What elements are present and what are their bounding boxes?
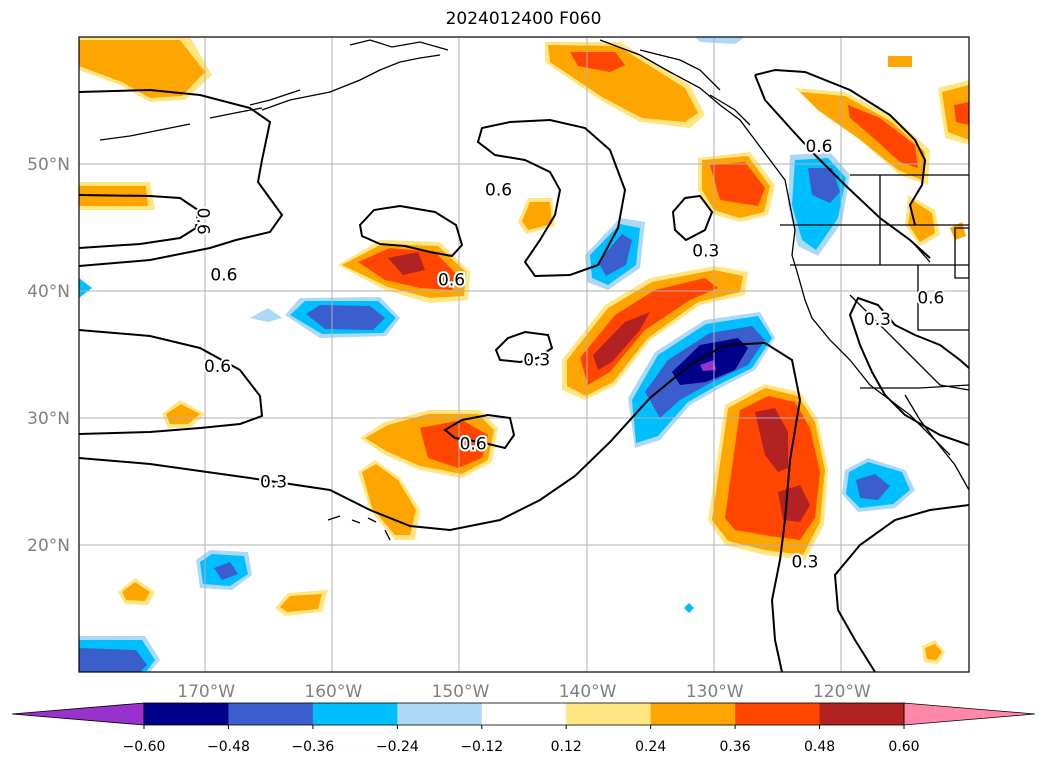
colorbar-segment (228, 703, 314, 725)
colorbar-segment (481, 703, 567, 725)
positive-anomaly-patch (388, 252, 425, 275)
colorbar-tick-label: −0.36 (291, 739, 334, 755)
contour-label: 0.6 (193, 208, 213, 235)
colorbar-extend-min (11, 702, 145, 726)
positive-anomaly-patch (280, 594, 322, 612)
lat-tick-label: 20°N (27, 536, 70, 556)
lon-tick-label: 140°W (559, 682, 617, 702)
positive-anomaly-patch (522, 202, 552, 230)
contour-label: 0.6 (438, 271, 465, 291)
contour-label: 0.6 (805, 137, 832, 157)
negative-anomaly-patch (214, 562, 238, 580)
positive-anomaly-patch (848, 105, 918, 168)
colorbar-tick-label: −0.24 (376, 739, 419, 755)
negative-anomaly-patch (79, 278, 92, 298)
lon-tick-label: 120°W (813, 682, 871, 702)
colorbar-tick-label: 0.36 (720, 739, 751, 755)
colorbar-extend-max (903, 702, 1036, 726)
negative-anomaly-patch (250, 308, 282, 322)
colorbar-tick-label: 0.60 (888, 739, 919, 755)
colorbar-segment (735, 703, 821, 725)
positive-anomaly-patch (950, 222, 966, 240)
negative-anomaly-patch (700, 360, 716, 371)
axis-labels: 170°W 160°W 150°W 140°W 130°W 120°W 20°N 30°N 40… (27, 155, 871, 702)
lon-tick-label: 170°W (177, 682, 235, 702)
colorbar-tick-label: 0.12 (551, 739, 582, 755)
lat-tick-label: 30°N (27, 409, 70, 429)
contour-labels: 0.6 0.6 0.6 0.3 0.6 0.6 0.3 0.6 0.3 0.6 0.3 0.6 0.3 (191, 135, 947, 574)
negative-anomaly-patch (306, 305, 385, 330)
lon-tick-label: 130°W (686, 682, 744, 702)
lat-tick-label: 40°N (27, 282, 70, 302)
positive-anomaly-patch (908, 200, 935, 242)
colorbar-segment (819, 703, 905, 725)
negative-anomaly-patch (695, 37, 745, 44)
lat-tick-label: 50°N (27, 155, 70, 175)
contour-label: 0.3 (260, 473, 287, 493)
colorbar-segment (144, 703, 229, 725)
positive-anomaly-patch (800, 92, 925, 180)
positive-anomaly-patch (710, 162, 765, 206)
negative-anomaly-patch (598, 234, 632, 276)
colorbar-segment (397, 703, 483, 725)
positive-anomaly-patch (954, 102, 969, 125)
contour-label: 0.6 (917, 288, 944, 308)
contour-label: 0.3 (523, 351, 550, 371)
positive-anomaly-patch (888, 56, 912, 67)
gridlines (79, 37, 969, 672)
coastline-layer (99, 39, 969, 541)
positive-anomaly-patch (420, 420, 488, 468)
lon-tick-label: 160°W (304, 682, 362, 702)
positive-anomaly-patch (755, 408, 788, 472)
contour-label: 0.6 (204, 357, 231, 377)
negative-anomaly-patch (684, 603, 694, 613)
contour-label: 0.6 (460, 434, 487, 454)
negative-anomaly-patch (856, 474, 890, 500)
negative-anomaly-patch (79, 648, 147, 672)
colorbar-tick-label: −0.60 (123, 739, 166, 755)
contour-label: 0.3 (791, 553, 818, 573)
contour-label: 0.3 (864, 310, 891, 330)
colorbar-tick-label: 0.24 (635, 739, 666, 755)
positive-anomaly-patch (593, 312, 650, 370)
positive-anomaly-patch (122, 582, 150, 601)
positive-anomaly-patch (166, 404, 200, 424)
lon-tick-label: 150°W (432, 682, 490, 702)
colorbar-tick-label: −0.12 (460, 739, 503, 755)
positive-anomaly-patch (362, 464, 416, 535)
colorbar-tick-label: 0.48 (804, 739, 835, 755)
positive-anomaly-patch (925, 644, 942, 660)
shaded-field-layer (79, 37, 969, 672)
positive-anomaly-patch (570, 52, 625, 72)
contour-layer (79, 68, 969, 672)
map-title: 2024012400 F060 (445, 9, 602, 29)
colorbar-segment (566, 703, 652, 725)
colorbar-segment (312, 703, 398, 725)
positive-anomaly-patch (79, 40, 205, 98)
contour-label: 0.6 (485, 180, 512, 200)
map-border (78, 36, 970, 673)
contour-label: 0.3 (692, 241, 719, 261)
contour-label: 0.6 (210, 265, 237, 285)
colorbar: −0.60 −0.48 −0.36 −0.24 −0.12 0.12 0.24 0.36 0.4… (11, 702, 1036, 755)
colorbar-tick-label: −0.48 (207, 739, 250, 755)
negative-anomaly-patch (808, 168, 840, 203)
colorbar-segment (650, 703, 736, 725)
